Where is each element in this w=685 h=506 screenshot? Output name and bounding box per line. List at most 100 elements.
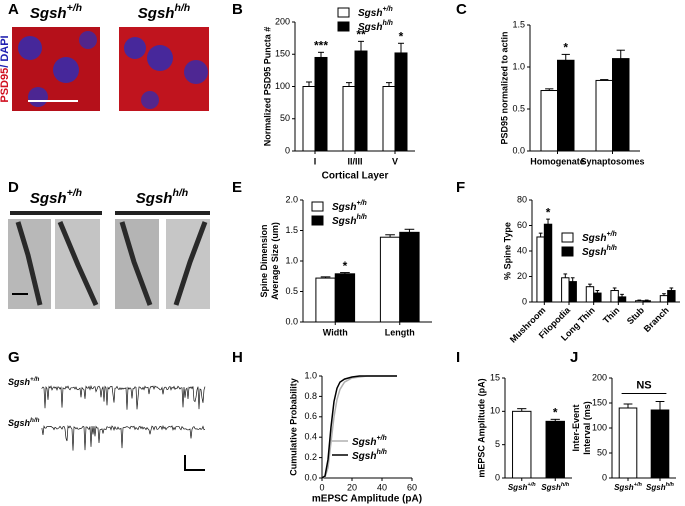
bar: [382, 86, 396, 152]
y-axis-label: Interval (ms): [582, 401, 592, 455]
y-axis-label: Cumulative Probability: [288, 378, 298, 476]
bar: [659, 295, 669, 303]
x-axis-label: mEPSC Amplitude (pA): [312, 494, 422, 505]
bar: [545, 420, 565, 479]
legend-swatch: [561, 232, 574, 243]
annotation: *: [343, 259, 348, 273]
scale-bar: [184, 455, 205, 471]
x-tick-label: Homogenate: [530, 156, 585, 166]
bar: [612, 58, 630, 152]
x-tick-label: Thin: [601, 305, 622, 326]
y-tick-label: 20: [517, 271, 527, 281]
y-tick-label: 0: [522, 296, 527, 306]
annotation: *: [546, 205, 551, 219]
x-tick-label: Sgshh/h: [541, 482, 570, 492]
y-tick-label: 0.8: [304, 391, 317, 401]
x-tick-label: 20: [347, 482, 357, 492]
x-tick-label: I: [314, 156, 317, 166]
bar: [667, 290, 676, 303]
y-tick-label: 10: [490, 406, 500, 416]
image-title: Sgshh/h: [136, 187, 188, 207]
bar: [568, 281, 577, 303]
annotation: *: [563, 41, 568, 55]
dendrite-images: [8, 211, 210, 309]
micrograph-a: [12, 27, 209, 111]
y-tick-label: 5: [495, 439, 500, 449]
trace-label: Sgshh/h: [8, 417, 40, 428]
stain-label: PSD95/ DAPI: [0, 35, 11, 102]
y-axis-label: Average Size (um): [270, 222, 280, 300]
y-tick-label: 0: [495, 472, 500, 482]
y-tick-label: 200: [592, 372, 607, 382]
bar: [302, 86, 316, 152]
legend-label: Sgshh/h: [582, 245, 617, 257]
cdf-line: [321, 375, 397, 479]
y-tick-label: 0.0: [285, 316, 298, 326]
y-tick-label: 100: [592, 422, 607, 432]
bar: [557, 59, 575, 152]
panel-label: A: [8, 1, 19, 18]
y-tick-label: 1.0: [285, 255, 298, 265]
y-tick-label: 50: [597, 447, 607, 457]
panel-label: H: [232, 349, 243, 366]
y-axis-label: Spine Dimension: [259, 224, 269, 297]
x-tick-label: Sgsh+/h: [614, 482, 642, 492]
trace: [41, 424, 206, 451]
bar: [399, 231, 420, 323]
panel-label: G: [8, 349, 20, 366]
y-tick-label: 60: [517, 220, 527, 230]
legend-label: Sgsh+/h: [332, 200, 367, 212]
y-tick-label: 0.0: [512, 145, 525, 155]
legend-label: Sgshh/h: [332, 214, 367, 226]
y-tick-label: 150: [275, 49, 290, 59]
y-tick-label: 40: [517, 245, 527, 255]
x-tick-label: II/III: [347, 156, 362, 166]
stain-name: / DAPI: [0, 35, 11, 67]
trace-label: Sgsh+/h: [8, 376, 39, 387]
y-tick-label: 150: [592, 397, 607, 407]
legend-label: Sgsh+/h: [352, 435, 387, 447]
panel-label: B: [232, 1, 243, 18]
bar: [315, 277, 336, 323]
x-tick-label: 0: [319, 482, 324, 492]
panel-label: I: [456, 349, 460, 366]
y-tick-label: 80: [517, 194, 527, 204]
cdf-line: [321, 375, 397, 479]
bar: [540, 90, 558, 152]
annotation: ***: [314, 38, 328, 52]
panel-label: D: [8, 179, 19, 196]
y-tick-label: 0.0: [304, 472, 317, 482]
x-tick-label: Sgshh/h: [646, 482, 675, 492]
bar: [536, 236, 545, 303]
bar: [642, 300, 651, 303]
y-tick-label: 50: [280, 113, 290, 123]
bar: [618, 407, 638, 479]
legend-swatch: [561, 246, 574, 257]
panel-label: E: [232, 179, 242, 196]
y-tick-label: 2.0: [285, 194, 298, 204]
image-title: Sgshh/h: [138, 2, 190, 22]
bar: [593, 292, 602, 303]
x-tick-label: 40: [377, 482, 387, 492]
bar: [617, 296, 627, 303]
y-tick-label: 15: [490, 372, 500, 382]
x-tick-label: Length: [385, 327, 415, 337]
image-title: Sgsh+/h: [30, 2, 82, 22]
y-tick-label: 1.5: [512, 19, 525, 29]
x-tick-label: Branch: [642, 305, 671, 334]
panel-label: J: [570, 349, 578, 366]
bar: [314, 56, 328, 152]
y-axis-label: % Spine Type: [502, 222, 512, 280]
x-tick-label: V: [392, 156, 398, 166]
panel-label: C: [456, 1, 467, 18]
bar: [512, 410, 532, 479]
y-axis-label: Normalized PSD95 Puncta #: [262, 27, 272, 147]
bar: [561, 277, 570, 303]
x-tick-label: Stub: [625, 305, 647, 327]
x-axis-label: Cortical Layer: [322, 171, 389, 182]
bar: [379, 236, 401, 323]
bar: [543, 223, 553, 303]
y-axis-label: PSD95 normalized to actin: [499, 31, 509, 144]
y-tick-label: 0: [602, 472, 607, 482]
